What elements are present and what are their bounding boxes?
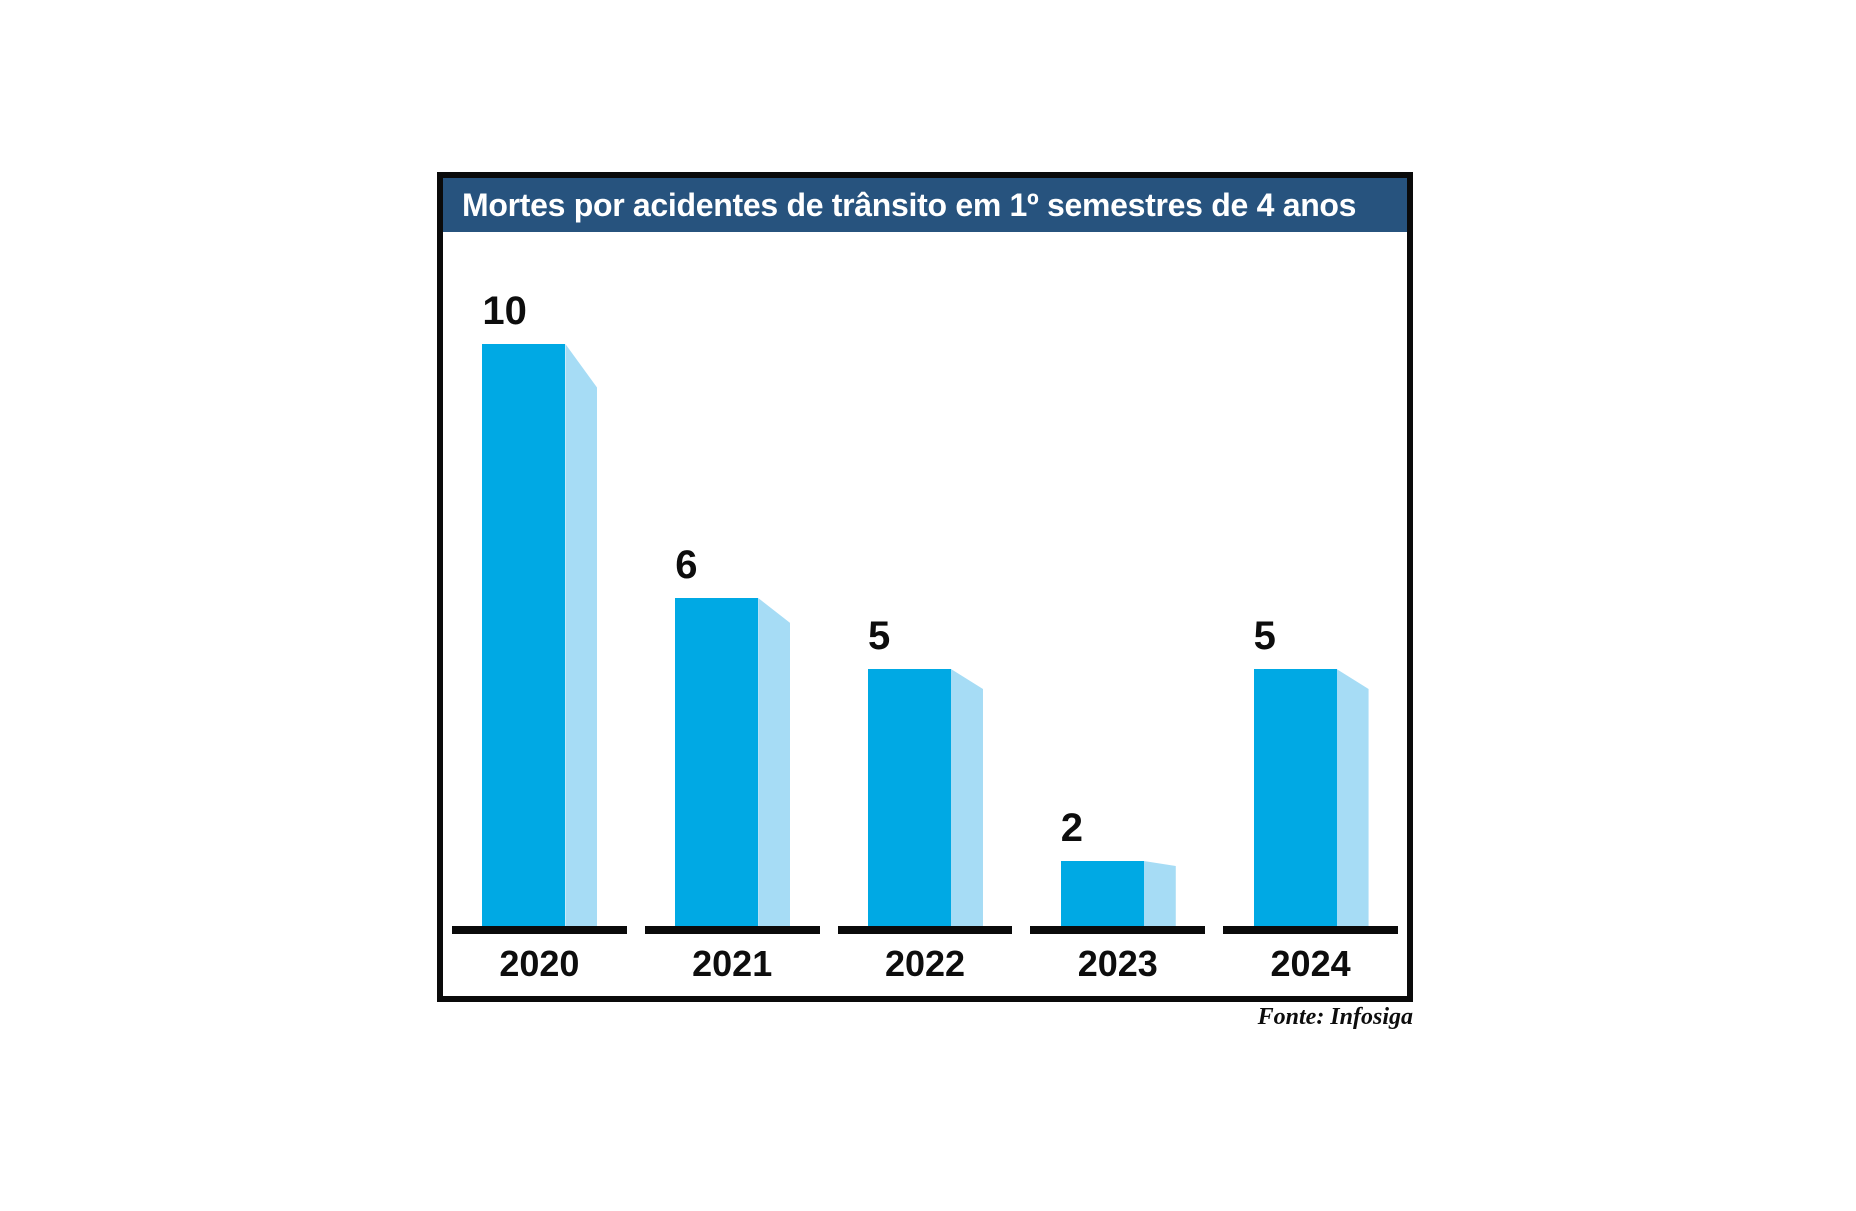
axis-baseline-segment (837, 926, 1013, 934)
bar-side-face (758, 598, 791, 934)
bar-3d-group (675, 598, 791, 934)
axis-baseline-segment (644, 926, 820, 934)
bar-column-2020: 10 2020 (443, 232, 636, 996)
chart-frame: Mortes por acidentes de trânsito em 1º s… (437, 172, 1413, 1002)
axis-baseline-segment (1030, 926, 1206, 934)
bar-side-face (1336, 669, 1369, 934)
plot-area: 10 2020 6 2021 5 2022 2 2023 5 2024 (443, 232, 1407, 996)
axis-baseline-segment (452, 926, 627, 934)
bar-front-face (675, 598, 759, 934)
year-label: 2020 (499, 943, 580, 984)
year-label: 2023 (1077, 943, 1158, 984)
bar-front-face (482, 344, 566, 934)
bar-value-label: 5 (867, 614, 891, 658)
bar-front-face (1253, 669, 1337, 934)
chart-title-bar: Mortes por acidentes de trânsito em 1º s… (443, 178, 1407, 232)
bar-column-2024: 5 2024 (1214, 232, 1407, 996)
bar-3d-group (1253, 669, 1369, 934)
bar-value-label: 5 (1253, 614, 1276, 658)
bar-side-face (1143, 861, 1176, 934)
bar-column-2021: 6 2021 (636, 232, 829, 996)
year-label: 2022 (884, 943, 966, 984)
bar-value-label: 6 (675, 543, 698, 587)
bar-side-face (565, 344, 598, 934)
chart-title: Mortes por acidentes de trânsito em 1º s… (462, 186, 1357, 223)
bar-3d-group (1060, 861, 1176, 934)
bar-front-face (867, 669, 951, 934)
bar-side-face (950, 669, 983, 934)
bar-value-label: 2 (1060, 806, 1084, 850)
bar-column-2023: 2 2023 (1021, 232, 1214, 996)
axis-baseline-segment (1223, 926, 1398, 934)
year-label: 2024 (1270, 943, 1351, 984)
year-label: 2021 (692, 943, 773, 984)
bar-front-face (1060, 861, 1144, 934)
bar-column-2022: 5 2022 (829, 232, 1022, 996)
bar-3d-group (867, 669, 983, 934)
bar-value-label: 10 (482, 289, 527, 333)
bar-3d-group (482, 344, 598, 934)
source-credit: Fonte: Infosiga (1257, 1004, 1413, 1030)
bar-columns: 10 2020 6 2021 5 2022 2 2023 5 2024 (443, 232, 1407, 996)
